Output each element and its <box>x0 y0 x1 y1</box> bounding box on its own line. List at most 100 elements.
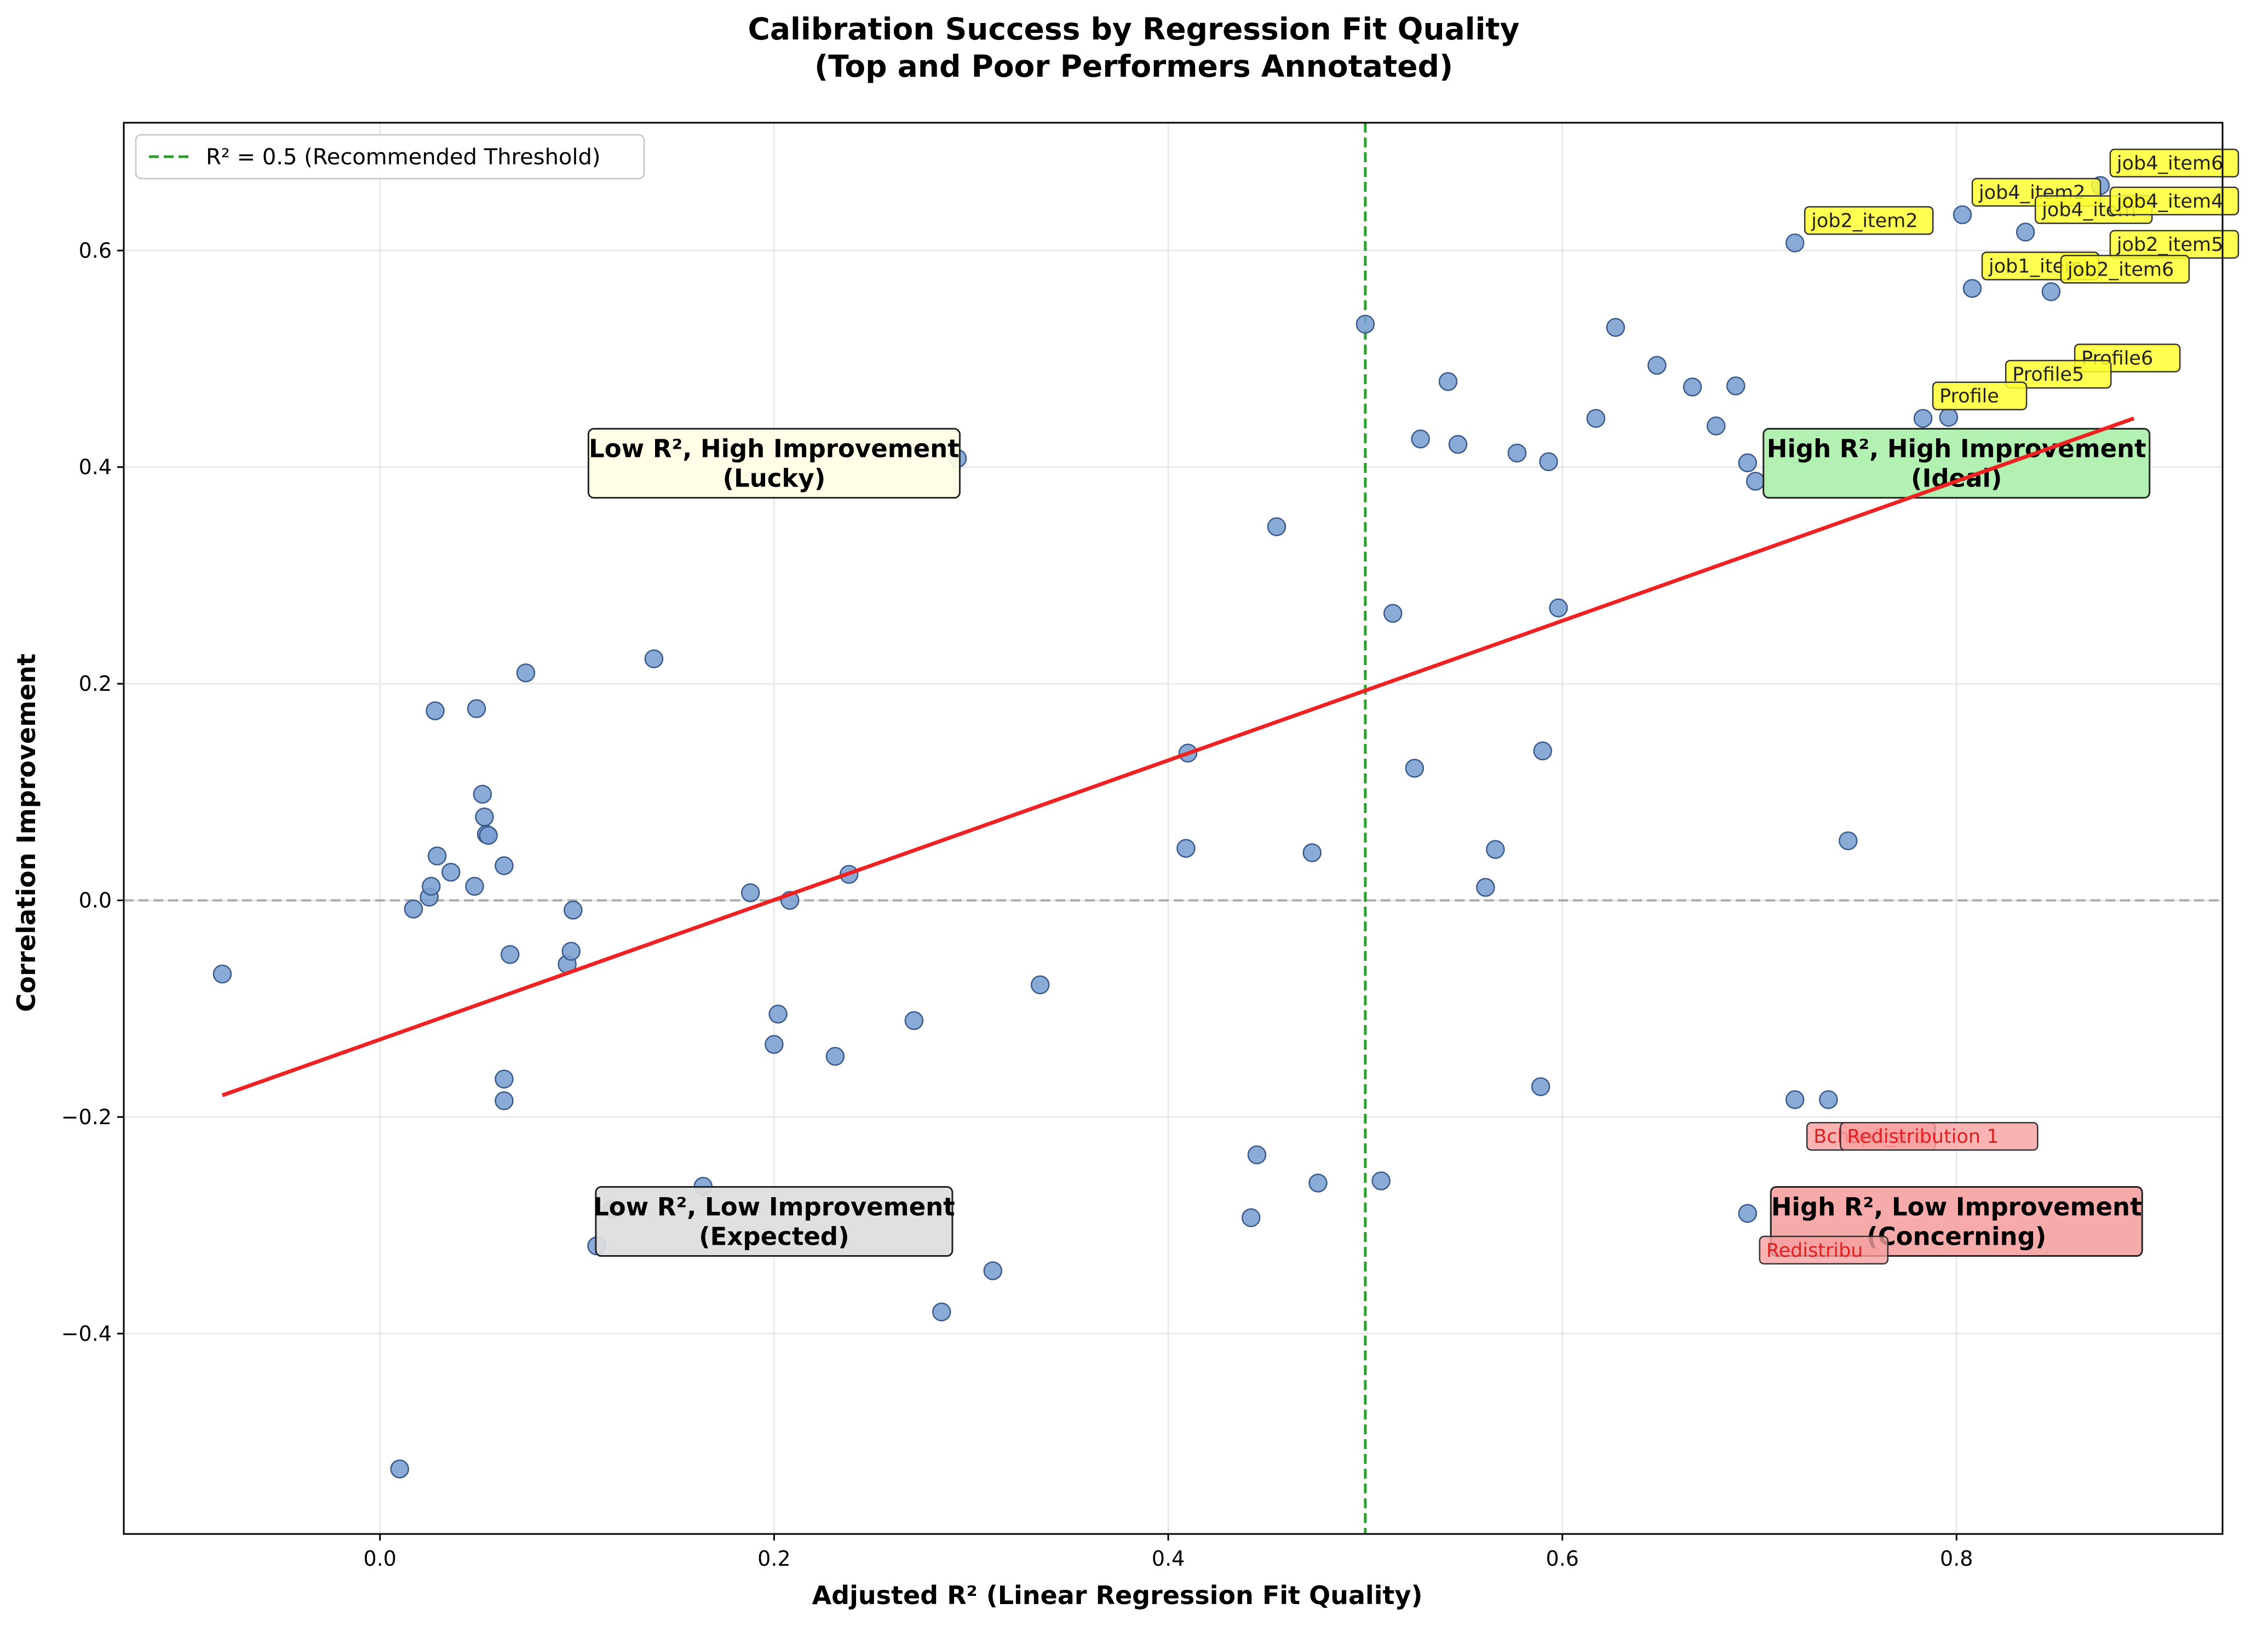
data-point <box>2041 282 2061 301</box>
data-point <box>1533 741 1552 760</box>
data-point <box>1549 598 1568 617</box>
legend-box <box>135 134 645 180</box>
data-point <box>1531 1077 1551 1096</box>
quadrant-label-subtitle: (Concerning) <box>1867 1222 2046 1251</box>
annotation-box <box>2005 359 2112 389</box>
data-point <box>1308 1173 1328 1193</box>
data-point <box>765 1035 784 1054</box>
data-point <box>904 1011 924 1030</box>
data-point <box>1507 443 1527 463</box>
data-point <box>1405 759 1425 778</box>
annotation-text: job2_item5 <box>2116 234 2223 256</box>
x-tick-label: 0.2 <box>757 1547 790 1571</box>
top-performer-annotation: Profile <box>1932 381 2028 410</box>
data-point <box>390 1459 409 1479</box>
data-point <box>1030 975 1050 994</box>
data-point <box>1606 318 1626 337</box>
data-point <box>1746 472 1765 491</box>
data-point <box>740 883 760 902</box>
data-point <box>467 699 486 718</box>
y-axis-label: Correlation Improvement <box>12 654 41 1012</box>
top-performer-annotation: job2_item2 <box>1804 206 1934 235</box>
annotation-box <box>2109 186 2240 216</box>
chart-title: Calibration Success by Regression Fit Qu… <box>748 12 1520 47</box>
legend-threshold-label: R² = 0.5 (Recommended Threshold) <box>206 145 601 170</box>
annotation-box <box>1840 1121 2039 1151</box>
annotation-box <box>1759 1235 1889 1265</box>
quadrant-label-box <box>587 428 961 499</box>
data-point <box>1486 840 1505 859</box>
data-point <box>2016 222 2035 242</box>
quadrant-label: Low R², Low Improvement(Expected) <box>593 1186 955 1257</box>
data-point <box>1707 416 1726 436</box>
data-point <box>564 901 583 920</box>
quadrant-label-title: Low R², High Improvement <box>589 434 960 463</box>
data-point <box>426 701 445 720</box>
top-performer-annotation: job2_item5 <box>2109 230 2240 259</box>
data-points <box>213 176 2110 1479</box>
y-tick-label: 0.2 <box>79 672 112 696</box>
data-point <box>1176 839 1196 858</box>
data-point <box>1726 376 1746 396</box>
annotation-text: Profile <box>1939 386 1999 408</box>
annotation-text: job4_item4 <box>2116 191 2223 213</box>
quadrant-label-title: High R², Low Improvement <box>1771 1193 2142 1222</box>
data-point <box>495 1069 514 1089</box>
y-tick-label: −0.2 <box>61 1105 112 1129</box>
data-point <box>1383 604 1403 623</box>
data-point <box>1247 1145 1267 1165</box>
top-performer-annotation: job2_item6 <box>2060 255 2190 284</box>
data-point <box>495 856 514 875</box>
annotation-text: Redistribu <box>1766 1240 1863 1262</box>
chart-subtitle: (Top and Poor Performers Annotated) <box>814 49 1453 84</box>
data-point <box>213 964 232 984</box>
plot-frame <box>123 122 2224 1535</box>
data-point <box>1939 408 1959 427</box>
data-point <box>1586 409 1606 428</box>
data-point <box>983 1261 1003 1280</box>
quadrant-label: High R², High Improvement(Ideal) <box>1762 428 2151 499</box>
annotation-text: job2_item2 <box>1811 210 1917 232</box>
quadrant-label-subtitle: (Expected) <box>699 1222 849 1251</box>
data-point <box>1356 314 1375 334</box>
data-point <box>1913 409 1933 428</box>
data-point <box>1839 831 1858 850</box>
x-tick-label: 0.8 <box>1940 1547 1973 1571</box>
quadrant-label: High R², Low Improvement(Concerning) <box>1770 1186 2143 1257</box>
quadrant-label-subtitle: (Lucky) <box>722 464 825 493</box>
data-point <box>500 945 520 964</box>
x-tick-label: 0.0 <box>364 1547 397 1571</box>
annotation-text: job4_item6 <box>2116 153 2223 175</box>
data-point <box>1785 1090 1805 1109</box>
annotation-box <box>2060 255 2190 284</box>
data-point <box>1962 279 1982 298</box>
data-point <box>1738 453 1758 473</box>
data-point <box>1683 377 1702 397</box>
data-point <box>1267 517 1287 536</box>
poor-performer-annotation: Redistribu <box>1759 1235 1889 1265</box>
data-point <box>1371 1171 1391 1190</box>
annotation-text: Redistribution 1 <box>1847 1126 1999 1148</box>
poor-performer-annotation: Redistribution 1 <box>1840 1121 2039 1151</box>
data-point <box>1647 356 1667 375</box>
data-point <box>475 807 494 827</box>
quadrant-label-title: Low R², Low Improvement <box>593 1193 955 1222</box>
data-point <box>644 649 664 668</box>
data-point <box>1448 434 1468 454</box>
y-tick-label: 0.6 <box>79 238 112 262</box>
data-point <box>1302 843 1322 862</box>
data-point <box>1785 233 1805 253</box>
data-point <box>473 785 492 804</box>
legend: R² = 0.5 (Recommended Threshold) <box>135 134 645 180</box>
data-point <box>465 877 484 896</box>
y-tick-label: 0.0 <box>79 888 112 912</box>
top-performer-annotation: job4_item6 <box>2109 148 2240 178</box>
annotation-box <box>1804 206 1934 235</box>
data-point <box>768 1004 788 1024</box>
x-tick-label: 0.6 <box>1546 1547 1578 1571</box>
top-performer-annotation: job4_item4 <box>2109 186 2240 216</box>
data-point <box>1539 452 1558 472</box>
fit-line-layer <box>221 416 2135 1097</box>
data-point <box>495 1091 514 1110</box>
